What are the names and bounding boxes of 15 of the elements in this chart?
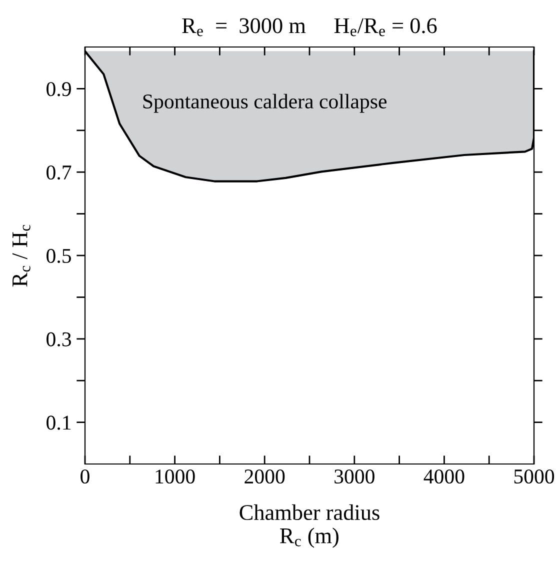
y-axis-title: R$_{c}$ / H$_{c}$ <box>12 224 30 287</box>
annotation: Spontaneous caldera collapse <box>143 94 387 113</box>
x-tick-label: 4000 <box>424 469 464 484</box>
y-tick-label: 0.9 <box>46 82 71 96</box>
chart-title: R$_{e}$ = 3000 m H$_{e}$/R$_{e}$ = 0.6 <box>182 18 437 36</box>
y-tick-label: 0.5 <box>46 248 71 264</box>
x-tick-label: 5000 <box>514 469 554 484</box>
y-tick-label: 0.3 <box>46 332 71 346</box>
x-tick-label: 3000 <box>334 469 374 484</box>
x-tick-label: 2000 <box>244 469 285 484</box>
y-tick-label: 0.1 <box>46 416 71 430</box>
x-tick-label: 1000 <box>156 469 195 484</box>
x-tick-label: 0 <box>80 469 90 484</box>
x-axis-title: Chamber radius R$_{c}$ (m) <box>240 504 380 548</box>
y-tick-label: 0.7 <box>46 165 72 180</box>
